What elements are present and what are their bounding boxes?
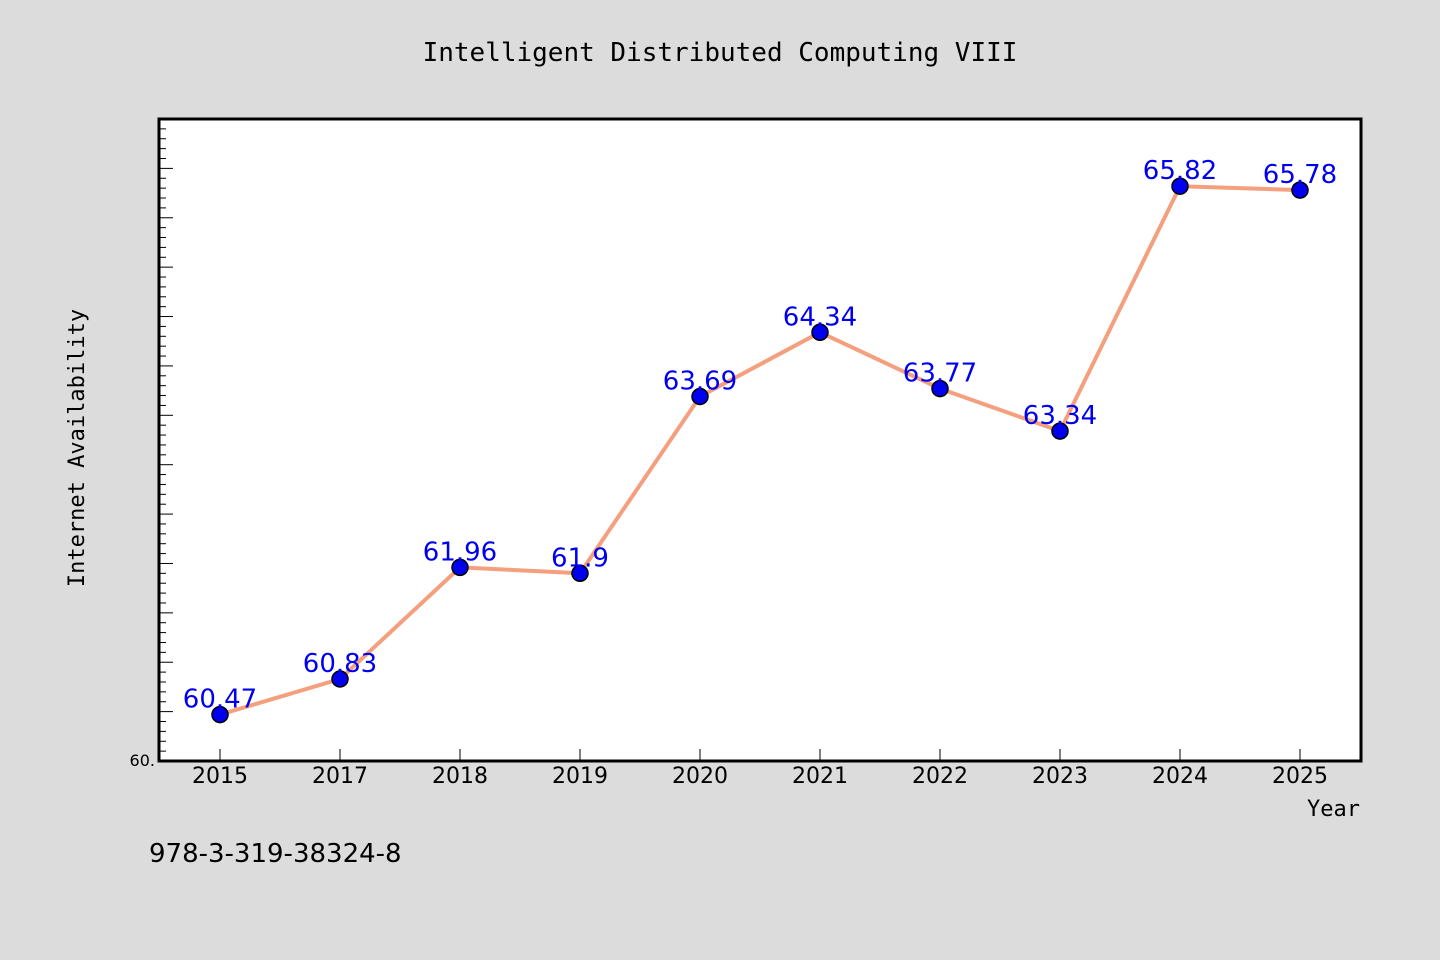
data-labels: 60.47 60.83 61.96 61.9 63.69 64.34 63.77 63.34 6… (183, 156, 1337, 714)
data-point (451, 558, 469, 577)
data-point (931, 379, 949, 398)
data-label: 60.47 (183, 685, 257, 715)
x-tick-label: 2020 (672, 764, 728, 789)
data-label: 63.69 (663, 367, 737, 397)
x-tick-label: 2023 (1032, 764, 1088, 789)
x-tick-label: 2015 (192, 764, 248, 789)
x-tick-label: 2018 (432, 764, 488, 789)
x-axis-tick-labels: 2015 2017 2018 2019 2020 2021 2022 2023 2024 2025 (192, 764, 1328, 789)
x-tick-label: 2021 (792, 764, 848, 789)
y-axis-ticks (159, 128, 173, 762)
y-tick-label: 60. (130, 751, 155, 770)
data-point (331, 670, 349, 688)
y-axis-tick-labels: 60. (130, 751, 155, 770)
data-point (691, 387, 709, 406)
data-label: 61.9 (551, 543, 609, 573)
y-axis-label: Internet Availability (65, 309, 90, 587)
x-axis-label: Year (1307, 797, 1360, 822)
data-label: 65.82 (1143, 156, 1217, 186)
footer-isbn: 978-3-319-38324-8 (149, 839, 402, 869)
x-axis-ticks (219, 749, 1301, 761)
data-point (1051, 422, 1069, 440)
chart-title: Intelligent Distributed Computing VIII (423, 38, 1018, 68)
data-point (811, 323, 829, 342)
data-point (1171, 177, 1189, 195)
data-label: 64.34 (783, 302, 857, 332)
data-point (211, 705, 229, 724)
x-tick-label: 2025 (1272, 764, 1328, 789)
data-point (1291, 181, 1309, 199)
series-markers (211, 177, 1309, 724)
data-label: 65.78 (1263, 160, 1337, 190)
data-label: 60.83 (303, 649, 377, 679)
data-label: 61.96 (423, 537, 497, 567)
series-line (219, 184, 1301, 717)
data-label: 63.34 (1023, 401, 1097, 431)
x-tick-label: 2017 (312, 764, 368, 789)
x-tick-label: 2024 (1152, 764, 1208, 789)
data-label: 63.77 (903, 359, 977, 389)
x-tick-label: 2019 (552, 764, 608, 789)
x-tick-label: 2022 (912, 764, 968, 789)
data-point (571, 564, 589, 583)
